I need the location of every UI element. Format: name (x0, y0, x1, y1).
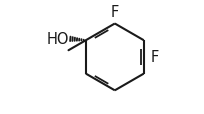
Text: HO: HO (47, 32, 69, 47)
Text: F: F (111, 5, 119, 20)
Text: F: F (151, 50, 159, 65)
